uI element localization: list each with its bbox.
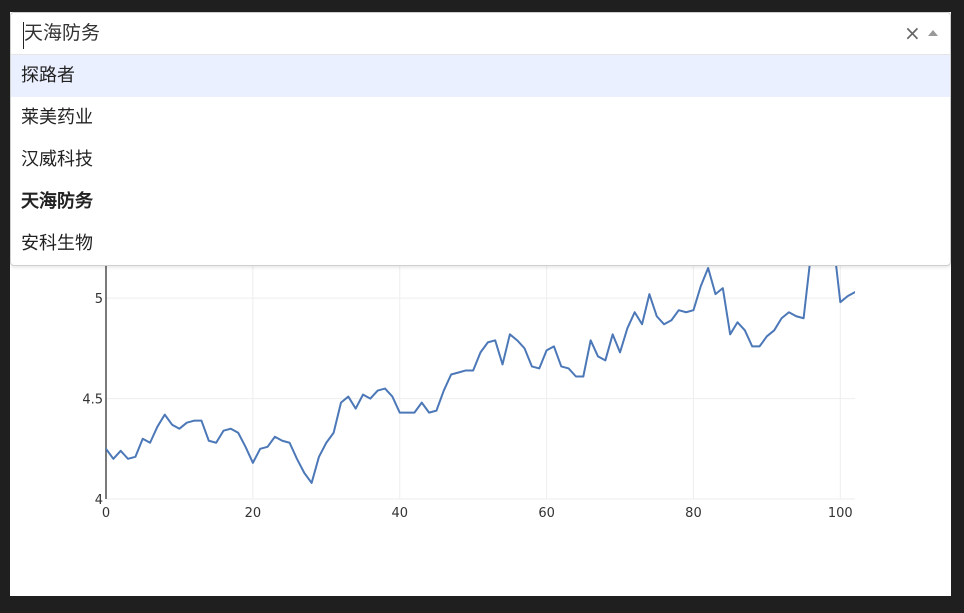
y-tick-label: 5 xyxy=(95,292,103,307)
dropdown-option-tanluzhe[interactable]: 探路者 xyxy=(11,55,950,97)
dropdown-menu: 探路者 莱美药业 汉威科技 天海防务 安科生物 xyxy=(11,55,950,265)
stock-dropdown[interactable]: 天海防务 × 探路者 莱美药业 汉威科技 天海防务 安科生物 xyxy=(10,12,951,266)
x-tick-label: 80 xyxy=(685,506,702,521)
dropdown-option-hanwei[interactable]: 汉威科技 xyxy=(21,149,93,170)
y-tick-label: 4 xyxy=(95,493,103,508)
dropdown-option-anke[interactable]: 安科生物 xyxy=(21,233,93,254)
series-line xyxy=(106,176,855,484)
dropdown-option-tianhai[interactable]: 天海防务 xyxy=(21,191,93,212)
caret-up-icon[interactable] xyxy=(928,30,938,36)
dropdown-option-laimei[interactable]: 莱美药业 xyxy=(21,107,93,128)
x-tick-label: 20 xyxy=(245,506,262,521)
dropdown-control[interactable]: 天海防务 × xyxy=(11,13,950,55)
clear-icon[interactable]: × xyxy=(904,21,921,45)
chart-svg: 0 20 40 60 80 100 4 4.5 5 xyxy=(82,12,855,521)
x-tick-label: 60 xyxy=(538,506,555,521)
x-tick-label: 0 xyxy=(102,506,110,521)
line-chart: 0 20 40 60 80 100 4 4.5 5 xyxy=(10,12,951,596)
text-cursor xyxy=(23,22,24,49)
selected-value: 天海防务 xyxy=(24,22,101,44)
x-tick-label: 100 xyxy=(828,506,853,521)
app-canvas: 0 20 40 60 80 100 4 4.5 5 天海防务 × 探路者 莱美药业 汉威科技 天… xyxy=(10,12,951,596)
y-tick-label: 4.5 xyxy=(82,393,103,408)
x-tick-label: 40 xyxy=(391,506,408,521)
